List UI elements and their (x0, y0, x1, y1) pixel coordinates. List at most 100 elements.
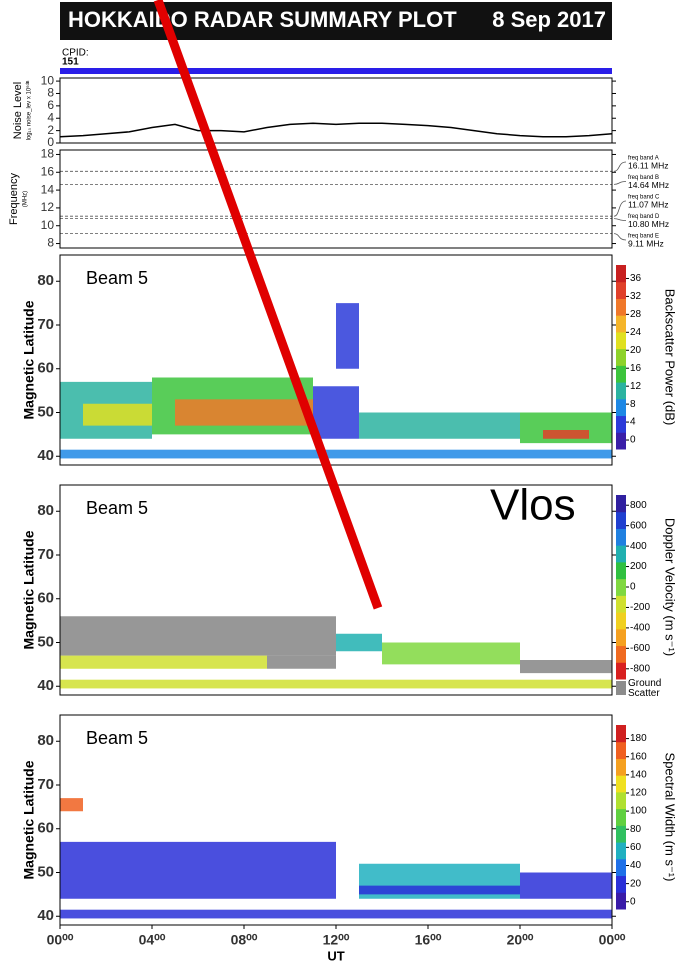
x-tick-label: 08⁰⁰ (231, 932, 258, 948)
y-tick-label: 18 (41, 147, 55, 161)
colorbar-cell (616, 331, 626, 350)
colorbar-tick-label: 16 (630, 363, 642, 374)
colorbar-cell (616, 808, 626, 826)
ground-scatter-label: Ground Scatter (628, 678, 662, 699)
y-tick-label: 70 (37, 776, 54, 793)
header-bar (60, 2, 612, 40)
colorbar-tick-label: 20 (630, 345, 642, 356)
colorbar-cell (616, 662, 626, 680)
title: HOKKAIDO RADAR SUMMARY PLOT (68, 7, 457, 32)
colorbar-cell (616, 265, 626, 283)
freq-band-connector (613, 233, 627, 241)
colorbar-cell (616, 858, 626, 877)
colorbar-cell (616, 842, 626, 860)
y-tick-label: 50 (37, 863, 54, 880)
colorbar-cell (616, 365, 626, 383)
y-axis-label: Frequency (8, 173, 20, 225)
y-tick-label: 14 (41, 182, 55, 196)
colorbar-cell (616, 791, 626, 810)
freq-band-name: freq band A (628, 156, 659, 162)
colorbar-cell (616, 281, 626, 299)
echo-region (359, 412, 520, 439)
x-tick-label: 00⁰⁰ (47, 932, 74, 948)
y-tick-label: 50 (37, 633, 54, 650)
freq-band-name: freq band C (628, 195, 660, 201)
colorbar-cell (616, 415, 626, 433)
echo-region (60, 798, 83, 812)
echo-region (60, 841, 336, 899)
beam-label: Beam 5 (86, 498, 148, 518)
colorbar-tick-label: 100 (630, 806, 647, 817)
x-tick-label: 12⁰⁰ (323, 932, 350, 948)
vlos-annotation: Vlos (490, 481, 576, 530)
panel-frame (59, 254, 613, 466)
y-axis-label: Magnetic Latitude (21, 530, 37, 649)
cpid-bar (60, 68, 612, 74)
echo-region (336, 303, 359, 369)
echo-region (382, 642, 520, 665)
y-tick-label: 8 (47, 86, 54, 100)
y-tick-label: 2 (47, 123, 54, 137)
y-tick-label: 70 (37, 316, 54, 333)
ground-scatter-swatch (616, 681, 626, 695)
colorbar-label: Backscatter Power (dB) (663, 289, 678, 426)
freq-band-name: freq band D (628, 214, 660, 220)
colorbar-cell (616, 645, 626, 663)
colorbar-cell (616, 741, 626, 759)
y-tick-label: 0 (47, 135, 54, 149)
colorbar-tick-label: 12 (630, 381, 642, 392)
y-tick-label: 80 (37, 502, 54, 519)
y-tick-label: 10 (41, 73, 55, 87)
freq-band-name: freq band B (628, 175, 659, 181)
freq-band-value: 10.80 MHz (628, 219, 669, 229)
colorbar-cell (616, 298, 626, 316)
red-pointer (153, 0, 383, 610)
colorbar-cell (616, 382, 626, 400)
y-tick-label: 70 (37, 546, 54, 563)
colorbar-tick-label: 200 (630, 561, 647, 572)
colorbar-tick-label: 600 (630, 520, 647, 531)
freq-band-connector (613, 161, 627, 172)
colorbar-cell (616, 495, 626, 513)
y-axis-label: Noise Level (12, 82, 24, 139)
colorbar-cell (616, 628, 626, 647)
freq-band-connector (613, 181, 627, 185)
colorbar-tick-label: 800 (630, 500, 647, 511)
freq-band-connector (613, 218, 627, 221)
colorbar-tick-label: 0 (630, 582, 636, 593)
x-axis-label: UT (327, 948, 344, 963)
x-tick-label: 00⁰⁰ (599, 932, 626, 948)
echo-region (520, 872, 612, 899)
freq-band-name: freq band E (628, 234, 659, 240)
colorbar-tick-label: 28 (630, 309, 642, 320)
colorbar-tick-label: 0 (630, 896, 636, 907)
y-axis-label: Magnetic Latitude (21, 300, 37, 419)
colorbar-tick-label: 120 (630, 788, 647, 799)
echo-region (336, 633, 382, 652)
colorbar-tick-label: 8 (630, 399, 636, 410)
echo-region (83, 403, 152, 426)
freq-band-value: 16.11 MHz (628, 160, 668, 170)
y-tick-label: 10 (41, 218, 55, 232)
echo-region (60, 909, 612, 919)
x-tick-label: 20⁰⁰ (507, 932, 534, 948)
y-axis-label: Magnetic Latitude (21, 760, 37, 879)
colorbar-tick-label: 400 (630, 541, 647, 552)
y-tick-label: 12 (41, 200, 55, 214)
y-tick-label: 50 (37, 403, 54, 420)
colorbar-tick-label: 80 (630, 824, 642, 835)
colorbar-tick-label: -600 (630, 643, 650, 654)
y-tick-label: 60 (37, 590, 54, 607)
y-tick-label: 80 (37, 732, 54, 749)
cpid: 151 (62, 57, 79, 68)
colorbar-tick-label: 0 (630, 435, 636, 446)
colorbar-cell (616, 578, 626, 596)
echo-region (543, 430, 589, 439)
freq-band-connector (613, 200, 627, 217)
colorbar-cell (616, 595, 626, 613)
y-axis-sublabel: (MHz) (23, 191, 29, 207)
echo-region (60, 449, 612, 459)
colorbar-cell (616, 398, 626, 417)
